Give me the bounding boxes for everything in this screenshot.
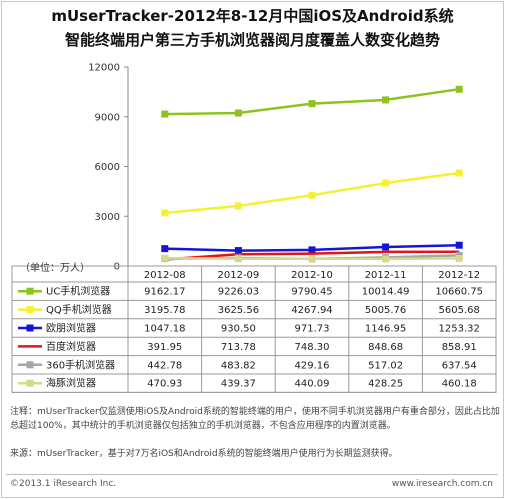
data-label: 637.54 <box>442 360 477 371</box>
data-point <box>234 247 242 255</box>
x-tick-label: 2012-11 <box>365 270 407 281</box>
data-label: 439.37 <box>221 379 256 390</box>
data-label: 1047.18 <box>144 324 185 335</box>
data-point <box>234 109 242 117</box>
data-label: 517.02 <box>368 360 403 371</box>
data-label: 442.78 <box>147 360 182 371</box>
data-point <box>382 96 390 104</box>
data-label: 3625.56 <box>218 305 259 316</box>
data-point <box>455 241 463 249</box>
data-label: 470.93 <box>147 379 182 390</box>
x-tick-label: 2012-09 <box>218 270 260 281</box>
data-point <box>234 255 242 263</box>
data-label: 1253.32 <box>439 324 480 335</box>
footnote-annotation: 注释：mUserTracker仅监测使用iOS及Android系统的智能终端的用… <box>10 407 500 431</box>
legend-series-name: 欧朋浏览器 <box>46 322 96 335</box>
footer-copyright: ©2013.1 iResearch Inc. <box>10 479 117 489</box>
data-label: 713.78 <box>221 342 256 353</box>
legend-swatch-marker <box>26 361 34 369</box>
data-point <box>455 85 463 93</box>
legend-swatch-marker <box>26 287 34 295</box>
data-label: 5605.68 <box>439 305 480 316</box>
legend-series-name: 360手机浏览器 <box>46 358 115 371</box>
legend-series-name: 海豚浏览器 <box>46 377 96 390</box>
data-point <box>161 110 169 118</box>
data-table: 2012-08 2012-09 2012-10 2012-11 2012-12 UC手机浏… <box>11 265 497 393</box>
legend-swatch-marker <box>26 379 34 387</box>
data-label: 848.68 <box>368 342 403 353</box>
y-tick-label: 12000 <box>88 63 120 74</box>
legend-swatch-marker <box>26 324 34 332</box>
chart-title-line-2: 智能终端用户第三方手机浏览器阅月度覆盖人数变化趋势 <box>64 31 440 49</box>
data-point <box>308 255 316 263</box>
y-tick-label: 9000 <box>95 112 120 123</box>
y-tick-label: 0 <box>114 262 120 273</box>
footer-url: www.iresearch.com.cn <box>391 479 493 489</box>
legend-series-name: QQ手机浏览器 <box>46 303 112 316</box>
data-label: 428.25 <box>368 379 403 390</box>
legend-swatch-marker <box>26 306 34 314</box>
legend-series-name: UC手机浏览器 <box>46 285 110 298</box>
data-point <box>308 100 316 108</box>
chart-title-line-1: mUserTracker-2012年8-12月中国iOS及Android系统 <box>51 7 454 25</box>
data-label: 9162.17 <box>144 287 185 298</box>
legend-series-name: 百度浏览器 <box>46 340 96 353</box>
data-label: 483.82 <box>221 360 256 371</box>
y-tick-label: 6000 <box>95 162 120 173</box>
x-tick-label: 2012-08 <box>144 270 186 281</box>
data-label: 1146.95 <box>365 324 406 335</box>
data-point <box>234 202 242 210</box>
data-point <box>308 246 316 254</box>
data-label: 9790.45 <box>291 287 332 298</box>
data-point <box>382 243 390 251</box>
data-point <box>382 179 390 187</box>
data-label: 391.95 <box>147 342 182 353</box>
data-label: 10014.49 <box>362 287 410 298</box>
data-label: 460.18 <box>442 379 477 390</box>
x-tick-label: 2012-10 <box>291 270 333 281</box>
data-label: 9226.03 <box>218 287 259 298</box>
data-label: 858.91 <box>442 342 477 353</box>
y-tick-label: 3000 <box>95 212 120 223</box>
data-point <box>455 169 463 177</box>
footer-divider <box>6 474 498 475</box>
data-point <box>161 245 169 253</box>
data-point <box>161 254 169 262</box>
data-label: 429.16 <box>295 360 330 371</box>
data-point <box>455 254 463 262</box>
unit-label: （单位：万人） <box>20 261 90 274</box>
data-point <box>382 255 390 263</box>
series-lines <box>161 85 463 263</box>
data-label: 10660.75 <box>435 287 483 298</box>
data-label: 440.09 <box>295 379 330 390</box>
series-line <box>164 250 460 261</box>
data-point <box>308 191 316 199</box>
data-label: 748.30 <box>295 342 330 353</box>
data-label: 5005.76 <box>365 305 406 316</box>
data-label: 971.73 <box>295 324 330 335</box>
data-label: 3195.78 <box>144 305 185 316</box>
footnote-source: 来源：mUserTracker，基于对7万名iOS和Android系统的智能终端… <box>10 449 398 459</box>
data-label: 930.50 <box>221 324 256 335</box>
data-label: 4267.94 <box>291 305 332 316</box>
data-point <box>161 209 169 217</box>
x-tick-label: 2012-12 <box>438 270 480 281</box>
